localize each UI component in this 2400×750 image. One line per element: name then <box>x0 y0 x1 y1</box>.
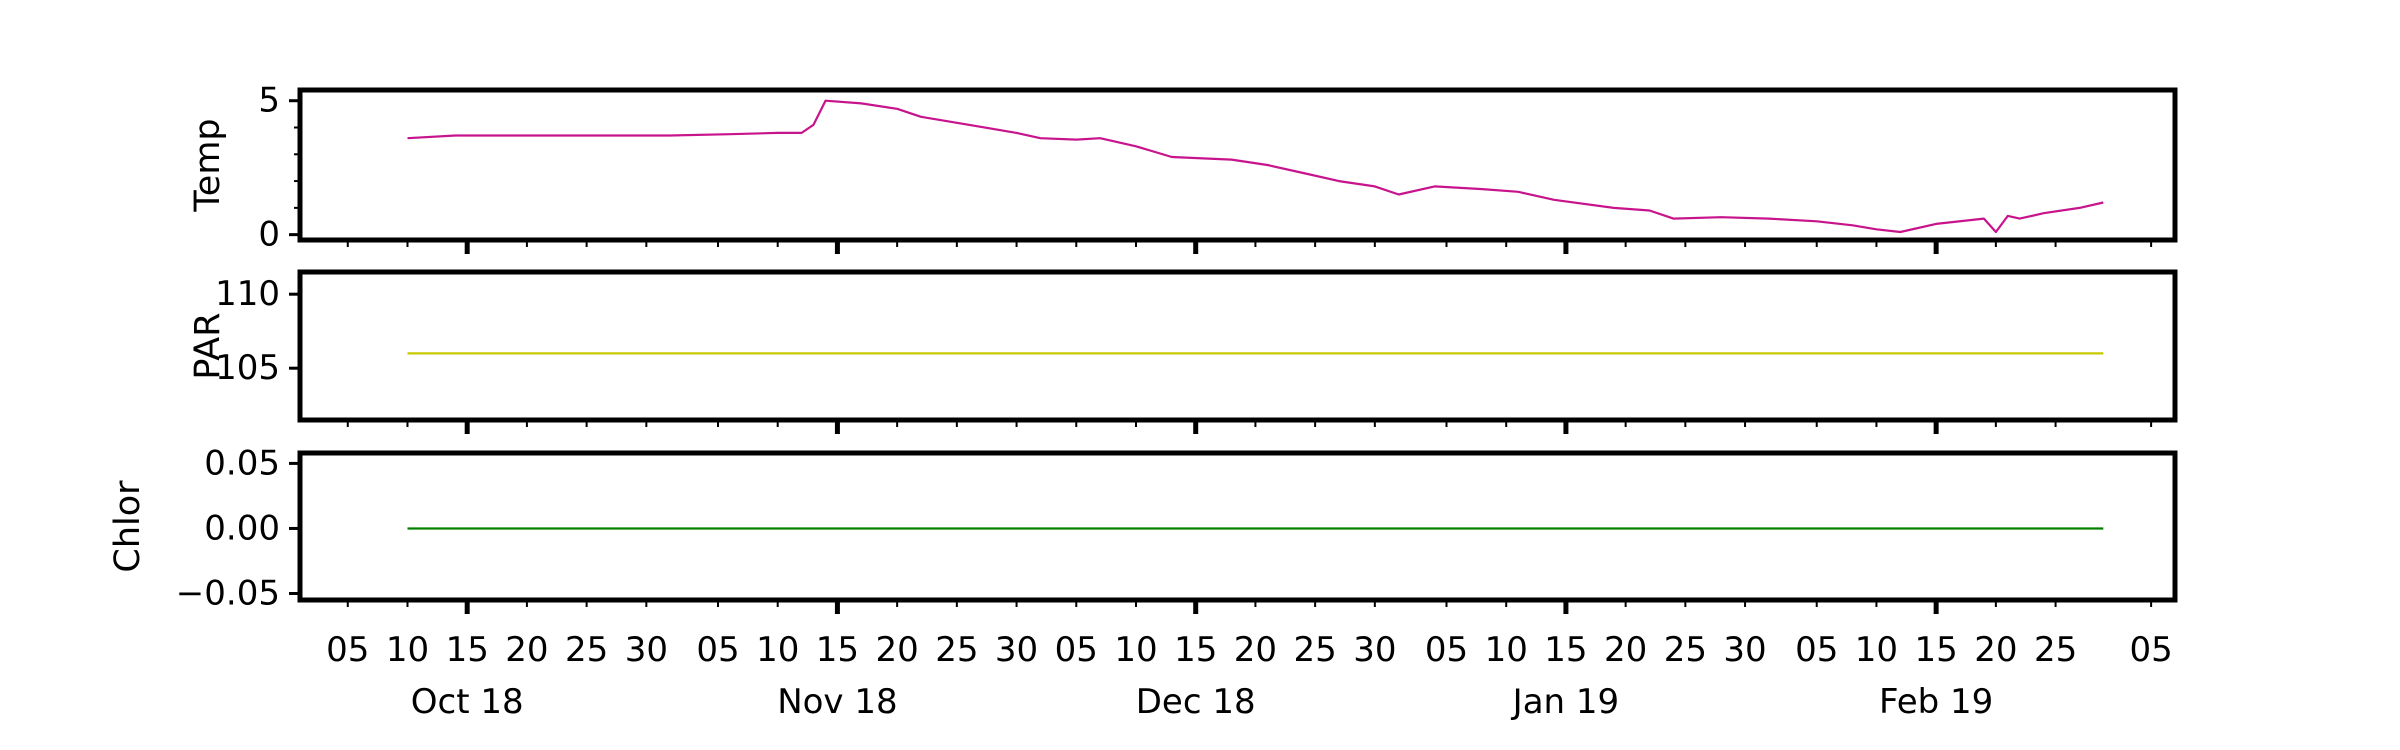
chlor-panel: −0.05 0.00 0.05 Chlor <box>108 443 2178 614</box>
temp-ytick-label: 0 <box>258 215 280 255</box>
chlor-ytick-label: −0.05 <box>176 573 280 613</box>
x-minor-tick-label: 30 <box>995 630 1038 670</box>
x-minor-tick-label: 30 <box>625 630 668 670</box>
x-minor-tick-label: 20 <box>1974 630 2017 670</box>
temp-axes-frame <box>297 87 2178 243</box>
x-minor-tick-label: 05 <box>1055 630 1098 670</box>
x-minor-tick-label: 15 <box>1174 630 1217 670</box>
x-minor-tick-label: 15 <box>1915 630 1958 670</box>
x-minor-tick-label: 10 <box>1485 630 1528 670</box>
x-minor-tick-label: 10 <box>386 630 429 670</box>
x-major-tick-label: Jan 19 <box>1511 682 1619 722</box>
temp-panel: 0 5 Temp <box>188 81 2178 255</box>
chlor-axes-frame <box>297 450 2178 603</box>
chlor-ytick-label: 0.05 <box>204 443 280 483</box>
temp-series-line <box>407 99 2104 234</box>
x-minor-tick-label: 20 <box>1604 630 1647 670</box>
shared-x-axis: 05 10 15 20 25 30 05 10 15 20 25 30 05 10 15 20 25 30 05 10… <box>326 630 2173 722</box>
x-minor-tick-label: 15 <box>1544 630 1587 670</box>
x-minor-tick-label: 25 <box>1293 630 1336 670</box>
x-minor-tick-label: 05 <box>1425 630 1468 670</box>
par-ytick-label: 110 <box>215 274 280 314</box>
par-axes-frame <box>297 269 2178 423</box>
x-major-tick-label: Oct 18 <box>411 682 524 722</box>
par-ytick-label: 105 <box>215 348 280 388</box>
par-ylabel: PAR <box>188 312 228 379</box>
temp-ytick-label: 5 <box>258 81 280 121</box>
x-major-tick-label: Dec 18 <box>1136 682 1256 722</box>
x-minor-tick-label: 25 <box>935 630 978 670</box>
chlor-ytick-label: 0.00 <box>204 508 280 548</box>
x-major-tick-label: Feb 19 <box>1879 682 1993 722</box>
temp-ylabel: Temp <box>188 118 228 212</box>
x-minor-tick-label: 05 <box>1795 630 1838 670</box>
x-minor-tick-label: 20 <box>1234 630 1277 670</box>
x-minor-tick-label: 10 <box>1114 630 1157 670</box>
x-minor-tick-label: 05 <box>2129 630 2172 670</box>
x-minor-tick-label: 10 <box>1855 630 1898 670</box>
x-minor-tick-label: 05 <box>326 630 369 670</box>
x-minor-tick-label: 30 <box>1353 630 1396 670</box>
x-minor-tick-label: 05 <box>696 630 739 670</box>
x-minor-tick-label: 10 <box>756 630 799 670</box>
x-minor-tick-label: 20 <box>505 630 548 670</box>
x-minor-tick-label: 25 <box>2034 630 2077 670</box>
x-major-tick-label: Nov 18 <box>777 682 897 722</box>
x-minor-tick-label: 30 <box>1723 630 1766 670</box>
x-minor-tick-label: 20 <box>876 630 919 670</box>
x-minor-tick-label: 15 <box>816 630 859 670</box>
chlor-ylabel: Chlor <box>108 480 148 573</box>
x-minor-tick-label: 25 <box>1664 630 1707 670</box>
x-minor-tick-label: 25 <box>565 630 608 670</box>
x-minor-tick-label: 15 <box>446 630 489 670</box>
